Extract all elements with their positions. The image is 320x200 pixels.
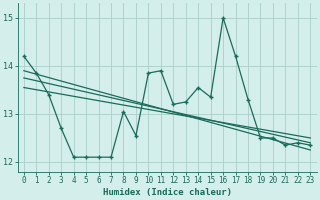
- X-axis label: Humidex (Indice chaleur): Humidex (Indice chaleur): [103, 188, 232, 197]
